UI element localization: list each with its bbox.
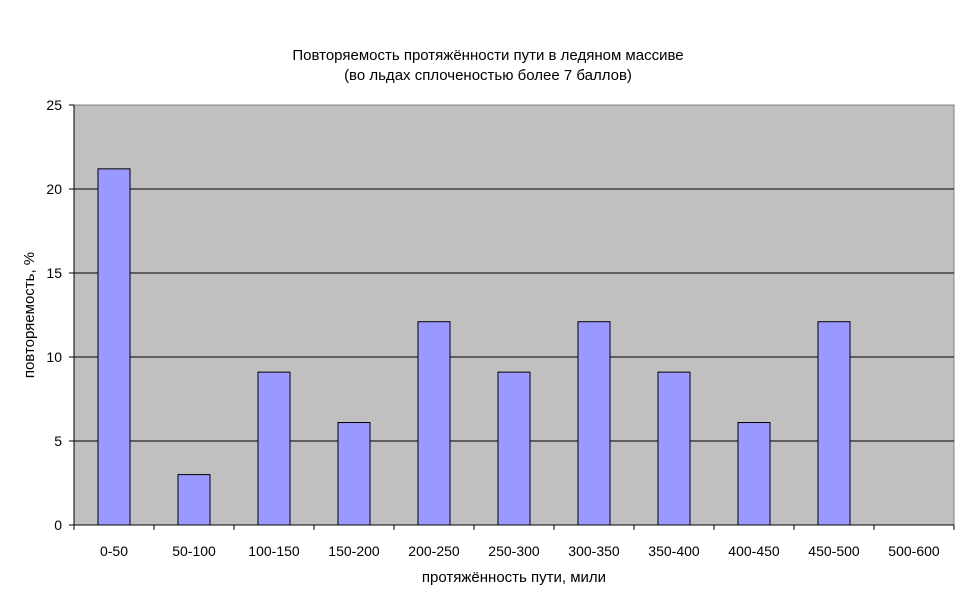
bar xyxy=(257,371,291,526)
bar xyxy=(417,321,451,526)
x-tick-label: 100-150 xyxy=(248,543,300,559)
x-tick-label: 400-450 xyxy=(728,543,780,559)
y-axis-title: повторяемость, % xyxy=(21,252,38,378)
axes xyxy=(69,104,955,530)
x-tick-label: 500-600 xyxy=(888,543,940,559)
x-axis-title: протяжённость пути, мили xyxy=(422,569,606,586)
y-tick-label: 20 xyxy=(46,181,62,197)
y-tick-label: 15 xyxy=(46,265,62,281)
x-tick-label: 250-300 xyxy=(488,543,540,559)
chart-title: Повторяемость протяжённости пути в ледян… xyxy=(292,47,683,64)
x-tick-label: 150-200 xyxy=(328,543,380,559)
bar xyxy=(497,371,531,526)
bar xyxy=(657,371,691,526)
y-tick-labels: 0 5 10 15 20 25 xyxy=(46,97,62,533)
bar xyxy=(97,168,131,526)
x-tick-label: 450-500 xyxy=(808,543,860,559)
chart-subtitle: (во льдах сплоченостью более 7 баллов) xyxy=(344,67,632,84)
bar xyxy=(177,474,211,526)
x-tick-label: 350-400 xyxy=(648,543,700,559)
x-tick-labels: 0-50 50-100 100-150 150-200 200-250 250-300 30… xyxy=(100,543,940,559)
y-tick-label: 10 xyxy=(46,349,62,365)
x-tick-label: 0-50 xyxy=(100,543,128,559)
x-tick-label: 300-350 xyxy=(568,543,620,559)
x-tick-label: 200-250 xyxy=(408,543,460,559)
bar xyxy=(577,321,611,526)
y-tick-label: 5 xyxy=(54,433,62,449)
y-tick-label: 0 xyxy=(54,517,62,533)
y-tick-label: 25 xyxy=(46,97,62,113)
bar xyxy=(817,321,851,526)
bar xyxy=(737,422,771,526)
bar xyxy=(337,422,371,526)
x-tick-label: 50-100 xyxy=(172,543,216,559)
